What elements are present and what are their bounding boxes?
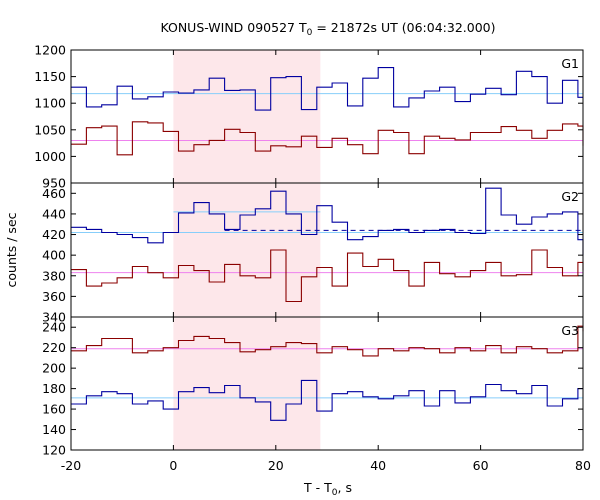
- panel-label: G1: [561, 56, 579, 71]
- x-tick-label: 40: [370, 458, 386, 473]
- y-tick-label: 160: [42, 402, 66, 417]
- y-tick-label: 380: [42, 268, 66, 283]
- panels-layer: 12001150110010501000950G1460440420400380…: [34, 43, 591, 474]
- panel-frame-g3: [70, 316, 584, 451]
- y-tick-label: 180: [42, 381, 66, 396]
- y-tick-label: 1200: [34, 43, 66, 58]
- series-g2-0: [71, 187, 584, 256]
- y-tick-label: 140: [42, 422, 66, 437]
- y-tick-label: 1150: [34, 69, 66, 84]
- series-g3-0: [71, 325, 584, 357]
- x-tick-label: 80: [575, 458, 591, 473]
- x-axis-label: T - T0, s: [303, 480, 352, 498]
- x-tick-label: 60: [473, 458, 489, 473]
- y-tick-label: 120: [42, 443, 66, 458]
- y-tick-label: 420: [42, 227, 66, 242]
- series-g1-0: [71, 67, 583, 111]
- y-tick-label: 400: [42, 248, 66, 263]
- y-tick-label: 440: [42, 206, 66, 221]
- chart-title: KONUS-WIND 090527 T0 = 21872s UT (06:04:…: [160, 20, 495, 38]
- y-tick-label: 1050: [34, 122, 66, 137]
- panel-g3: 240 220 200 180 160 140 120 G3: [42, 316, 584, 458]
- x-tick-label: 0: [169, 458, 177, 473]
- panel-label: G2: [561, 189, 579, 204]
- y-tick-label: 460: [42, 186, 66, 201]
- panel-label: G3: [561, 323, 579, 338]
- series-g2-1: [71, 249, 584, 303]
- y-tick-label: 240: [42, 320, 66, 335]
- y-tick-label: 950: [42, 176, 66, 191]
- series-g3-1: [71, 379, 583, 421]
- y-tick-label: 1100: [34, 96, 66, 111]
- panel-frame-g1: [70, 49, 584, 184]
- y-tick-label: 360: [42, 289, 66, 304]
- y-tick-label: 220: [42, 340, 66, 355]
- x-tick-label: -20: [61, 458, 81, 473]
- y-tick-label: 1000: [34, 149, 66, 164]
- y-axis-label: counts / sec: [4, 212, 19, 287]
- x-tick-label: 20: [268, 458, 284, 473]
- series-g1-1: [71, 121, 584, 156]
- y-tick-label: 340: [42, 310, 66, 325]
- panel-frame-g2: [70, 182, 584, 318]
- y-tick-label: 200: [42, 361, 66, 376]
- highlight-band: [173, 50, 321, 450]
